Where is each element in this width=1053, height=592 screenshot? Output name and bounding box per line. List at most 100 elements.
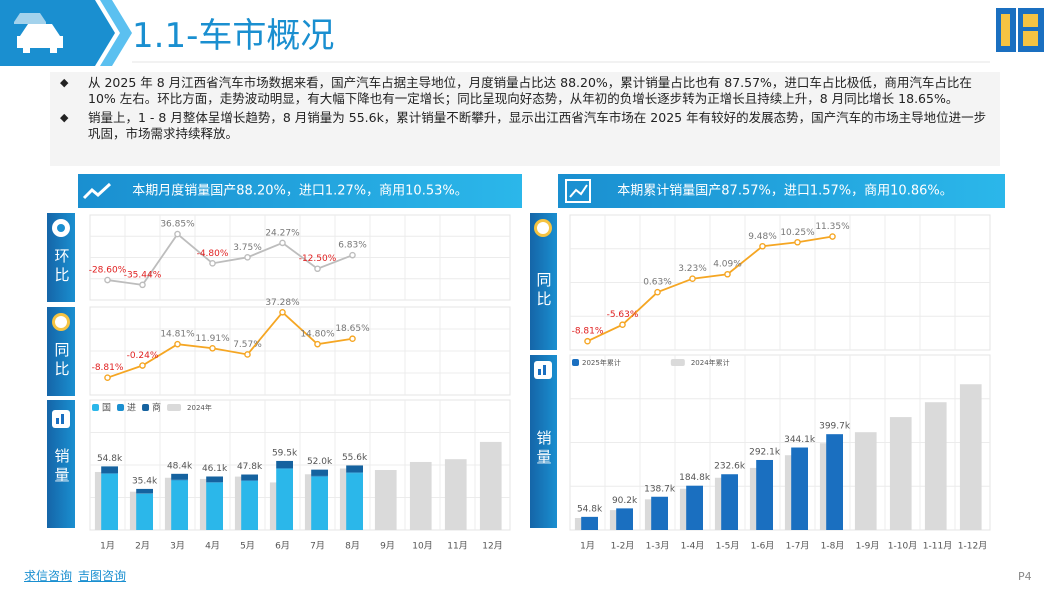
side-icon xyxy=(52,313,70,331)
line xyxy=(107,310,353,379)
bar xyxy=(171,479,188,481)
value-label: 36.85% xyxy=(160,220,195,230)
value-label: 232.6k xyxy=(714,462,746,472)
side-label: 同比 xyxy=(535,272,553,310)
legend-swatch xyxy=(142,404,150,411)
bar xyxy=(826,434,843,530)
value-label: 399.7k xyxy=(819,422,851,432)
point xyxy=(209,344,216,352)
bar xyxy=(206,482,223,530)
point xyxy=(349,251,356,259)
legend-label: 2024年 xyxy=(187,403,212,412)
banner-text: 本期月度销量国产88.20%，进口1.27%，商用10.53%。 xyxy=(132,183,467,199)
x-tick-label: 1-8月 xyxy=(821,541,845,552)
bar xyxy=(101,473,118,474)
point xyxy=(829,233,836,240)
legend-label: 进 xyxy=(127,403,136,414)
point xyxy=(314,265,321,273)
side-icon xyxy=(534,219,552,237)
page-number: P4 xyxy=(1018,570,1032,583)
bar xyxy=(311,475,328,477)
x-tick-label: 3月 xyxy=(170,541,185,552)
banner-icon xyxy=(82,182,112,200)
bar xyxy=(171,473,188,480)
value-label: 47.8k xyxy=(237,462,263,472)
value-label: 184.8k xyxy=(679,473,711,483)
x-tick-label: 1-6月 xyxy=(751,541,775,552)
value-label: -12.50% xyxy=(299,254,337,264)
logo xyxy=(996,8,1044,52)
bar xyxy=(276,460,293,469)
point xyxy=(689,275,696,283)
x-tick-label: 1月 xyxy=(580,541,595,552)
bar xyxy=(924,402,947,530)
value-label: 48.4k xyxy=(167,461,193,471)
bar xyxy=(959,384,982,530)
x-tick-label: 1-4月 xyxy=(681,541,705,552)
value-label: -8.81% xyxy=(572,327,604,337)
line xyxy=(587,235,833,343)
x-tick-label: 7月 xyxy=(310,541,325,552)
bar xyxy=(444,459,467,530)
value-label: 35.4k xyxy=(132,476,158,486)
charts: 本期月度销量国产88.20%，进口1.27%，商用10.53%。 本期累计销量国… xyxy=(47,174,1005,552)
value-label: 18.65% xyxy=(335,324,370,334)
bullet: 从 2025 年 8 月江西省汽车市场数据来看，国产汽车占据主导地位，月度销量占… xyxy=(60,75,992,106)
legend-label: 2025年累计 xyxy=(582,358,621,367)
value-label: 7.57% xyxy=(233,340,262,350)
banner xyxy=(78,174,522,208)
banner-text: 本期累计销量国产87.57%，进口1.57%，商用10.86%。 xyxy=(617,184,952,199)
legend-label: 国 xyxy=(102,403,111,414)
bar xyxy=(756,459,773,530)
header-graphics xyxy=(0,0,1044,66)
x-tick-label: 1月 xyxy=(100,541,115,552)
value-label: 6.83% xyxy=(338,241,367,251)
bar xyxy=(276,468,293,470)
car-icon xyxy=(14,13,63,53)
x-tick-label: 12月 xyxy=(482,541,502,552)
point xyxy=(104,374,111,381)
value-label: -28.60% xyxy=(89,266,127,276)
bar xyxy=(101,466,118,474)
bar xyxy=(791,447,808,530)
x-tick-label: 10月 xyxy=(412,541,432,552)
point xyxy=(759,242,766,250)
value-label: 9.48% xyxy=(748,232,777,242)
link[interactable]: 求信咨询 xyxy=(24,569,73,583)
x-tick-label: 1-5月 xyxy=(716,541,740,552)
point xyxy=(104,276,111,284)
bar xyxy=(651,496,668,530)
line xyxy=(107,232,353,286)
bar xyxy=(409,461,432,530)
legend-swatch xyxy=(572,359,579,366)
bar xyxy=(686,485,703,530)
point xyxy=(139,362,146,369)
side-label: 销量 xyxy=(53,448,71,486)
link[interactable]: 吉图咨询 xyxy=(78,569,127,583)
x-tick-label: 4月 xyxy=(205,541,220,552)
bar xyxy=(374,469,397,530)
bar xyxy=(346,472,363,474)
x-tick-label: 1-3月 xyxy=(646,541,670,552)
side-icon xyxy=(534,361,552,379)
point xyxy=(619,321,626,329)
side-block xyxy=(530,355,557,528)
value-label: -0.24% xyxy=(127,351,159,361)
banner-icon xyxy=(565,179,591,203)
x-tick-label: 1-11月 xyxy=(923,541,952,552)
point xyxy=(244,351,251,358)
bar xyxy=(276,469,293,530)
value-label: 37.28% xyxy=(265,298,300,308)
bar xyxy=(136,493,153,530)
x-tick-label: 11月 xyxy=(447,541,467,552)
legend-swatch xyxy=(92,404,99,411)
side-label: 同比 xyxy=(53,342,71,380)
summary-box: 从 2025 年 8 月江西省汽车市场数据来看，国产汽车占据主导地位，月度销量占… xyxy=(50,72,1000,166)
bar xyxy=(854,432,877,530)
value-label: 344.1k xyxy=(784,435,816,445)
bar xyxy=(206,476,223,483)
value-label: 0.63% xyxy=(643,278,672,288)
point xyxy=(244,254,251,261)
footer-links: 求信咨询 吉图咨询 xyxy=(24,567,132,584)
